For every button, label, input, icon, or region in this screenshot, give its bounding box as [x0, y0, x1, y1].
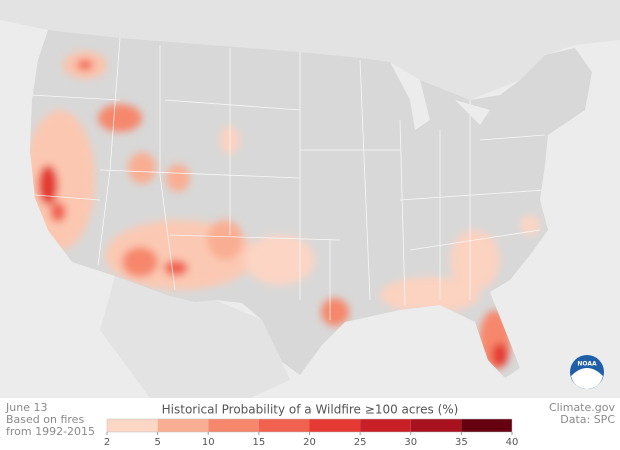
hotspot [207, 220, 243, 260]
legend-swatch [258, 419, 310, 432]
mexico [100, 276, 290, 398]
hotspot [122, 247, 158, 277]
legend-tick-label: 2 [104, 437, 110, 448]
hotspot [128, 152, 156, 184]
hotspot [520, 215, 540, 235]
hotspot [166, 164, 190, 192]
hotspot [492, 343, 508, 367]
hotspot [30, 110, 95, 250]
hotspot [164, 260, 188, 276]
great-lakes [390, 62, 490, 130]
legend-swatch [208, 419, 259, 432]
canada [0, 0, 620, 100]
legend-tick-label: 10 [202, 437, 215, 448]
hotspot [50, 202, 66, 222]
logo-text: NOAA [577, 361, 597, 368]
hotspot [245, 235, 315, 285]
date: June 13 [5, 401, 47, 414]
credit: Data: SPC [560, 413, 615, 426]
noaa-logo: NOAA [570, 355, 604, 389]
legend-tick-label: 35 [455, 437, 468, 448]
legend-swatch [309, 419, 361, 432]
hotspot [98, 104, 142, 132]
hotspot [77, 60, 93, 70]
hotspot [321, 298, 349, 326]
legend-tick-label: 20 [303, 437, 316, 448]
note-line: from 1992-2015 [6, 425, 95, 438]
legend-tick-label: 15 [253, 437, 266, 448]
legend-swatch [107, 419, 158, 432]
hotspot [38, 165, 58, 205]
state-borders [30, 37, 546, 320]
credit: Climate.gov [549, 401, 616, 414]
legend-swatch [157, 419, 209, 432]
fire-probability-areas [30, 51, 540, 370]
legend-title: Historical Probability of a Wildfire ≥10… [162, 403, 459, 417]
legend-tick-label: 30 [404, 437, 417, 448]
legend-swatch [360, 419, 411, 432]
legend-tick-label: 40 [506, 437, 519, 448]
legend: 2 5 10 15 20 25 30 35 40 [104, 418, 519, 448]
hotspot [450, 230, 500, 290]
note-line: Based on fires [6, 413, 84, 426]
legend-tick-label: 25 [354, 437, 367, 448]
legend-swatch [410, 419, 462, 432]
legend-swatch [461, 419, 512, 432]
legend-tick-label: 5 [154, 437, 160, 448]
logo-wave [571, 368, 603, 389]
